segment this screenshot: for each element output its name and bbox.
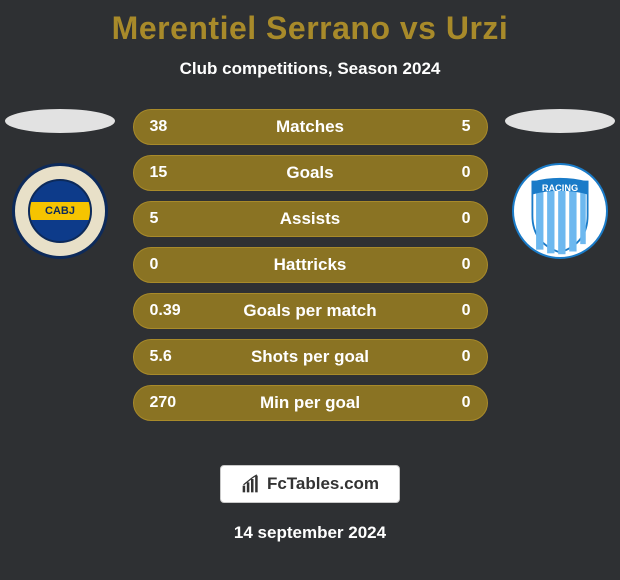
stat-left-value: 15 xyxy=(150,164,210,182)
stat-label: Shots per goal xyxy=(210,347,411,367)
stat-label: Assists xyxy=(210,209,411,229)
date-line: 14 september 2024 xyxy=(0,523,620,543)
stat-row: 15Goals0 xyxy=(133,155,488,191)
stat-left-value: 0 xyxy=(150,256,210,274)
stat-right-value: 0 xyxy=(411,164,471,182)
subtitle: Club competitions, Season 2024 xyxy=(0,59,620,79)
racing-shield-icon: RACING xyxy=(514,165,606,257)
stat-row: 5.6Shots per goal0 xyxy=(133,339,488,375)
comparison-card: Merentiel Serrano vs Urzi Club competiti… xyxy=(0,0,620,580)
stat-label: Hattricks xyxy=(210,255,411,275)
logo-text: FcTables.com xyxy=(267,474,379,494)
stat-right-value: 0 xyxy=(411,210,471,228)
bar-chart-icon xyxy=(241,474,261,494)
stat-row: 270Min per goal0 xyxy=(133,385,488,421)
stats-column: 38Matches515Goals05Assists00Hattricks00.… xyxy=(133,109,488,421)
player-right-column: RACING xyxy=(500,109,620,259)
club-abbr-left: CABJ xyxy=(28,179,92,243)
player-head-ellipse-icon xyxy=(5,109,115,133)
club-badge-right-icon: RACING xyxy=(512,163,608,259)
stat-label: Goals xyxy=(210,163,411,183)
stat-left-value: 38 xyxy=(150,118,210,136)
stat-row: 38Matches5 xyxy=(133,109,488,145)
stat-right-value: 0 xyxy=(411,302,471,320)
page-title: Merentiel Serrano vs Urzi xyxy=(0,10,620,47)
player-head-ellipse-icon xyxy=(505,109,615,133)
player-left-column: CABJ xyxy=(0,109,120,259)
stat-right-value: 0 xyxy=(411,348,471,366)
stat-left-value: 270 xyxy=(150,394,210,412)
club-badge-left-icon: CABJ xyxy=(12,163,108,259)
stat-label: Matches xyxy=(210,117,411,137)
stat-left-value: 0.39 xyxy=(150,302,210,320)
body-area: CABJ RACING 38Matches515Goals05Ass xyxy=(0,109,620,439)
stat-left-value: 5.6 xyxy=(150,348,210,366)
fctables-logo: FcTables.com xyxy=(220,465,400,503)
stat-row: 0.39Goals per match0 xyxy=(133,293,488,329)
stat-label: Min per goal xyxy=(210,393,411,413)
stat-right-value: 5 xyxy=(411,118,471,136)
stat-label: Goals per match xyxy=(210,301,411,321)
stat-row: 0Hattricks0 xyxy=(133,247,488,283)
stat-left-value: 5 xyxy=(150,210,210,228)
stat-row: 5Assists0 xyxy=(133,201,488,237)
stat-right-value: 0 xyxy=(411,394,471,412)
club-abbr-right: RACING xyxy=(542,183,578,193)
stat-right-value: 0 xyxy=(411,256,471,274)
